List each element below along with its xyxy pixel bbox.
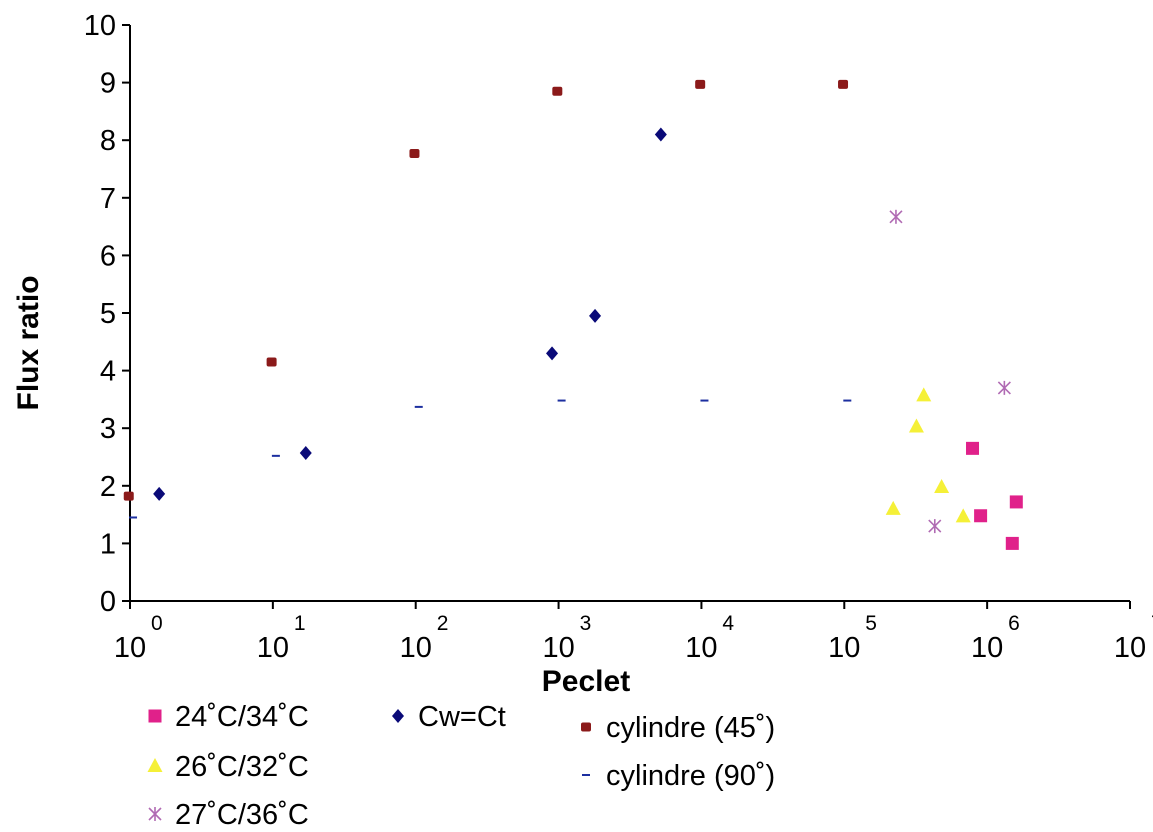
x-tick-base: 10 <box>1114 632 1146 664</box>
x-tick-exponent: 6 <box>1008 612 1020 635</box>
x-tick-labels: 100101102103104105106107 <box>114 601 1153 664</box>
legend-item: 26˚C/32˚C <box>147 751 309 783</box>
legend-item: Cw=Ct <box>392 701 506 733</box>
legend-marker <box>392 709 404 723</box>
data-point <box>1009 495 1023 509</box>
data-point <box>934 478 950 493</box>
legend-label: cylindre (45˚) <box>606 712 775 744</box>
x-tick-base: 10 <box>542 632 574 664</box>
data-point <box>997 380 1011 395</box>
y-tick-label: 0 <box>100 586 116 618</box>
series-3 <box>153 127 667 501</box>
legend-item: cylindre (90˚) <box>582 760 775 792</box>
x-tick-exponent: 4 <box>722 612 734 635</box>
y-tick-label: 3 <box>100 413 116 445</box>
x-tick-label: 107 <box>1114 612 1153 664</box>
y-tick-label: 4 <box>100 356 116 388</box>
data-point <box>153 486 166 501</box>
legend-label: 24˚C/34˚C <box>175 701 309 733</box>
x-axis-title: Peclet <box>542 665 630 698</box>
data-point <box>589 308 602 323</box>
data-point <box>974 509 988 523</box>
data-point <box>695 79 706 89</box>
legend: 24˚C/34˚C 26˚C/32˚C 27˚C/36˚C Cw=Ct cylindre… <box>147 701 775 831</box>
y-tick-label: 10 <box>84 10 116 42</box>
x-tick-label: 102 <box>400 612 449 664</box>
data-point <box>928 519 942 534</box>
legend-marker <box>581 722 591 732</box>
y-tick-label: 6 <box>100 240 116 272</box>
x-tick-label: 10 3 <box>542 612 591 664</box>
y-tick-labels: 0 1 2 3 4 5 6 7 8 9 10 <box>84 10 130 618</box>
x-tick-base: 10 <box>971 632 1003 664</box>
x-tick-label: 101 <box>257 612 306 664</box>
data-point <box>552 86 563 96</box>
data-point <box>123 491 134 501</box>
x-tick-label: 106 <box>971 612 1020 664</box>
x-tick-exponent: 7 <box>1151 612 1153 635</box>
series-4 <box>123 79 849 501</box>
legend-item: 27˚C/36˚C <box>148 799 309 831</box>
data-point <box>546 346 559 361</box>
x-tick-base: 10 <box>114 632 146 664</box>
series-5 <box>129 399 852 519</box>
legend-label: 26˚C/32˚C <box>175 751 309 783</box>
legend-marker <box>148 709 162 723</box>
legend-marker <box>148 807 162 821</box>
y-tick-label: 7 <box>100 183 116 215</box>
x-tick-exponent: 2 <box>437 612 449 635</box>
data-point <box>908 418 924 433</box>
data-point <box>1005 536 1019 550</box>
data-point <box>885 500 901 515</box>
x-tick-label: 105 <box>828 612 877 664</box>
y-axis-title: Flux ratio <box>12 275 45 410</box>
legend-label: Cw=Ct <box>418 701 506 733</box>
data-point <box>299 445 312 460</box>
x-tick-exponent: 0 <box>151 612 163 635</box>
data-point <box>838 79 849 89</box>
data-point <box>266 357 277 367</box>
y-tick-label: 5 <box>100 298 116 330</box>
legend-marker <box>147 758 163 772</box>
series-0 <box>966 441 1023 550</box>
y-tick-label: 1 <box>100 528 116 560</box>
x-tick-base: 10 <box>400 632 432 664</box>
data-points <box>123 79 1023 550</box>
x-tick-base: 10 <box>257 632 289 664</box>
x-tick-exponent: 3 <box>580 612 592 635</box>
series-2 <box>889 209 1011 534</box>
legend-item: cylindre (45˚) <box>581 712 775 744</box>
data-point <box>916 387 932 402</box>
data-point <box>409 148 420 158</box>
x-tick-exponent: 1 <box>294 612 306 635</box>
data-point <box>889 209 903 224</box>
x-tick-base: 10 <box>685 632 717 664</box>
x-tick-exponent: 5 <box>865 612 877 635</box>
legend-label: 27˚C/36˚C <box>175 799 309 831</box>
x-tick-label: 104 <box>685 612 734 664</box>
legend-label: cylindre (90˚) <box>606 760 775 792</box>
x-tick-base: 10 <box>828 632 860 664</box>
y-tick-label: 2 <box>100 471 116 503</box>
data-point <box>955 508 971 523</box>
series-1 <box>885 387 971 523</box>
data-point <box>966 441 980 455</box>
y-tick-label: 8 <box>100 125 116 157</box>
legend-item: 24˚C/34˚C <box>148 701 309 733</box>
y-tick-label: 9 <box>100 68 116 100</box>
x-tick-label: 100 <box>114 612 163 664</box>
data-point <box>654 127 667 142</box>
